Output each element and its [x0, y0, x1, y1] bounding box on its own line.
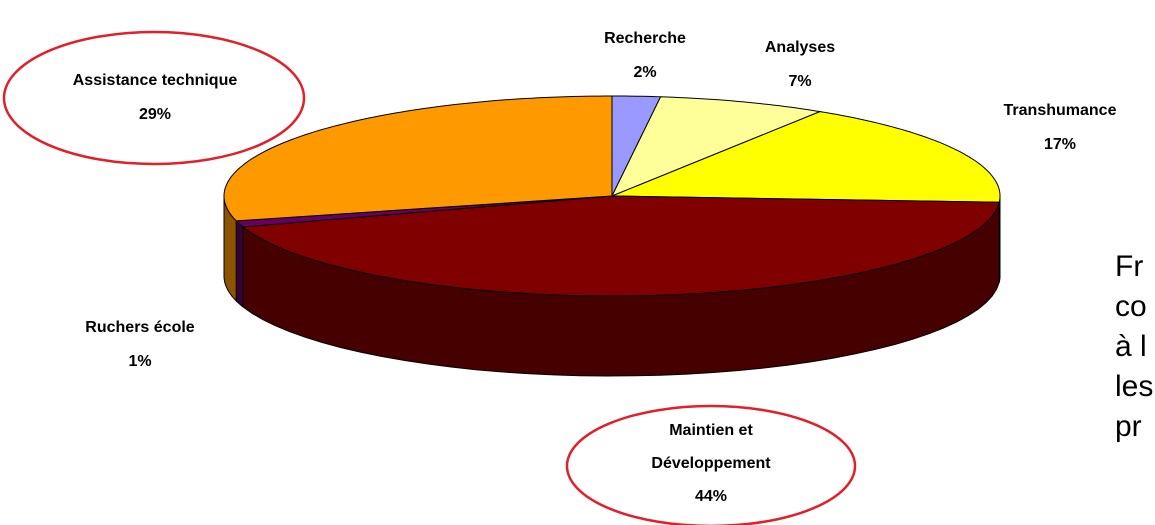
side-text: Fr co à l les pr	[1115, 247, 1153, 447]
pie-slice	[610, 96, 822, 197]
pie-slice	[223, 95, 613, 222]
side-text-line: à l	[1115, 330, 1147, 363]
slice-name: Transhumance	[1003, 102, 1117, 119]
highlight-ellipse	[2, 30, 306, 166]
highlight-ellipse	[565, 404, 857, 525]
side-text-line: co	[1115, 290, 1147, 323]
side-text-line: Fr	[1115, 250, 1144, 283]
slice-name: Maintien et Développement	[651, 422, 771, 472]
slice-value: 1%	[128, 353, 152, 370]
slice-label: Ruchers école 1%	[20, 311, 260, 379]
slice-label: Transhumance 17%	[940, 94, 1155, 162]
slice-label: Maintien et Développement 44%	[636, 414, 786, 513]
pie-slice	[241, 195, 1000, 297]
slice-name: Analyses	[764, 39, 836, 56]
slice-name: Recherche	[604, 30, 686, 47]
slice-name: Ruchers école	[85, 319, 195, 336]
slice-value: 7%	[788, 73, 812, 90]
pie-tops	[223, 95, 1001, 297]
side-text-line: pr	[1115, 410, 1142, 443]
slice-label: Assistance technique 29%	[35, 64, 275, 132]
pie-slice	[611, 111, 1001, 203]
slice-name: Assistance technique	[72, 72, 238, 89]
slice-value: 44%	[694, 488, 728, 505]
slice-value: 29%	[138, 106, 172, 123]
slice-value: 17%	[1043, 136, 1077, 153]
slice-value: 2%	[633, 64, 657, 81]
pie-slice-side	[235, 219, 244, 308]
side-text-line: les	[1115, 370, 1154, 403]
slice-label: Recherche 2%	[525, 22, 765, 90]
slice-label: Analyses 7%	[680, 31, 920, 99]
